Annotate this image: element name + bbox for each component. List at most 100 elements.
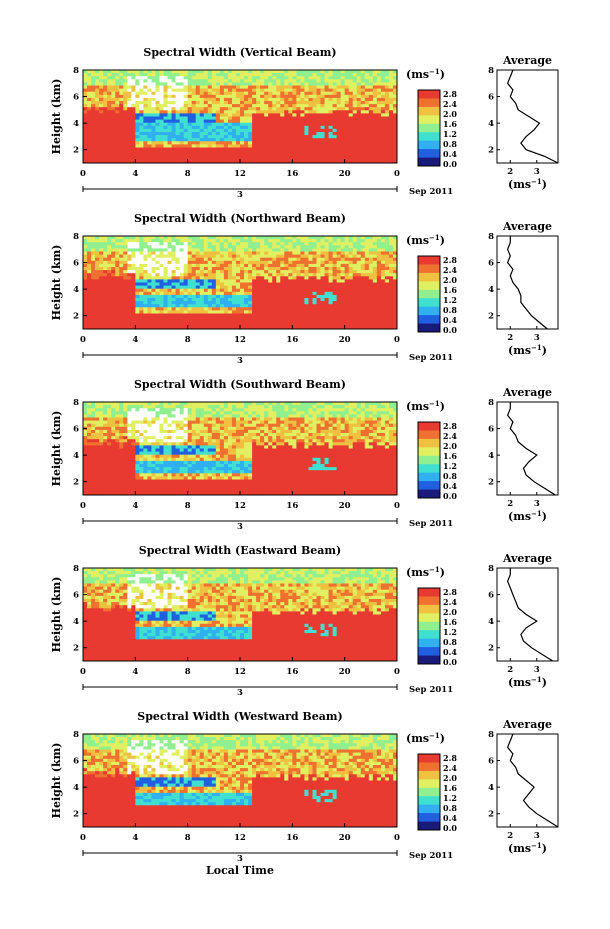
heatmap-cell (187, 153, 193, 158)
heatmap-cell (95, 304, 100, 308)
heatmap-cell (252, 325, 257, 330)
heatmap-cell (328, 122, 333, 127)
heatmap-cell (91, 110, 96, 114)
heatmap-cell (191, 402, 197, 406)
heatmap-cell (163, 159, 168, 164)
heatmap-cell (372, 156, 378, 161)
heatmap-cell (183, 257, 189, 262)
heatmap-cell (268, 147, 273, 151)
heatmap-cell (207, 263, 213, 268)
heatmap-cell (215, 304, 221, 308)
heatmap-cell (388, 325, 394, 330)
heatmap-cell (308, 307, 313, 311)
heatmap-cell (175, 260, 181, 265)
heatmap-cell (380, 288, 386, 293)
heatmap-cell (292, 279, 297, 283)
heatmap-cell (167, 125, 172, 130)
heatmap-cell (324, 125, 329, 130)
heatmap-cell (91, 319, 96, 324)
heatmap-cell (384, 267, 390, 271)
heatmap-cell (183, 107, 189, 111)
heatmap-cell (276, 242, 281, 246)
heatmap-cell (199, 282, 205, 286)
heatmap-cell (151, 135, 156, 139)
heatmap-cell (260, 153, 265, 158)
heatmap-cell (151, 104, 156, 108)
heatmap-cell (91, 73, 96, 77)
heatmap-cell (304, 132, 309, 136)
heatmap-cell (280, 270, 285, 274)
heatmap-cell (368, 288, 374, 293)
heatmap-cell (368, 294, 374, 299)
heatmap-cell (332, 94, 338, 99)
heatmap-cell (384, 245, 390, 249)
heatmap-cell (356, 104, 362, 108)
heatmap-cell (312, 91, 317, 96)
heatmap-cell (191, 316, 197, 321)
heatmap-cell (324, 245, 329, 249)
heatmap-cell (183, 104, 189, 108)
heatmap-cell (199, 79, 205, 83)
heatmap-cell (195, 313, 201, 317)
heatmap-cell (256, 76, 261, 80)
heatmap-cell (235, 141, 241, 145)
heatmap-cell (191, 159, 197, 164)
heatmap-cell (99, 85, 104, 89)
heatmap-cell (240, 279, 245, 283)
heatmap-cell (211, 313, 217, 317)
heatmap-cell (272, 125, 277, 130)
heatmap-cell (183, 248, 189, 252)
heatmap-cell (348, 147, 354, 151)
heatmap-cell (179, 310, 185, 314)
heatmap-cell (159, 242, 164, 246)
heatmap-cell (179, 405, 185, 409)
heatmap-cell (107, 94, 112, 99)
heatmap-cell (211, 135, 217, 139)
heatmap-cell (195, 325, 201, 330)
heatmap-cell (87, 267, 92, 271)
heatmap-cell (103, 270, 108, 274)
heatmap-cell (384, 248, 390, 252)
heatmap-cell (163, 125, 168, 130)
heatmap-cell (392, 245, 398, 249)
heatmap-cell (368, 70, 374, 74)
heatmap-cell (119, 267, 124, 271)
heatmap-cell (179, 82, 185, 86)
heatmap-cell (372, 285, 378, 290)
heatmap-cell (95, 260, 100, 265)
heatmap-cell (107, 70, 112, 74)
heatmap-cell (264, 79, 269, 83)
heatmap-cell (175, 282, 181, 286)
heatmap-cell (376, 248, 382, 252)
heatmap-cell (115, 408, 120, 412)
heatmap-cell (332, 294, 338, 299)
heatmap-cell (115, 70, 120, 74)
heatmap-cell (231, 267, 237, 271)
heatmap-cell (340, 113, 346, 117)
heatmap-cell (191, 135, 197, 139)
heatmap-cell (235, 82, 241, 86)
heatmap-cell (135, 138, 140, 142)
heatmap-cell (272, 85, 277, 89)
heatmap-cell (356, 101, 362, 105)
heatmap-cell (111, 245, 116, 249)
heatmap-cell (83, 135, 88, 139)
heatmap-cell (356, 122, 362, 127)
heatmap-cell (248, 122, 253, 127)
heatmap-cell (244, 273, 249, 277)
heatmap-cell (219, 116, 225, 120)
heatmap-cell (175, 132, 181, 136)
heatmap-cell (244, 113, 249, 117)
heatmap-cell (211, 107, 217, 111)
heatmap-cell (215, 88, 221, 93)
heatmap-cell (83, 325, 88, 330)
heatmap-cell (151, 288, 156, 293)
heatmap-cell (183, 113, 189, 117)
heatmap-cell (131, 288, 136, 293)
heatmap-cell (364, 79, 370, 83)
heatmap-cell (268, 282, 273, 286)
heatmap-cell (191, 85, 197, 89)
heatmap-cell (211, 88, 217, 93)
heatmap-cell (107, 301, 112, 305)
heatmap-cell (123, 94, 128, 99)
